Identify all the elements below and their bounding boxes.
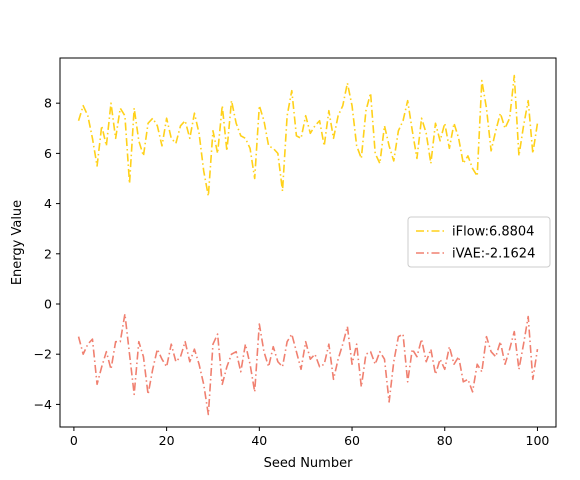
y-tick-label: −4	[34, 397, 52, 412]
x-tick-label: 60	[344, 433, 360, 448]
x-tick-label: 0	[70, 433, 78, 448]
y-axis: −4 −2 0 2 4 6 8	[34, 96, 60, 412]
plot-frame	[59, 57, 557, 428]
x-axis: 0 20 40 60 80 100	[70, 427, 550, 448]
x-tick-label: 40	[251, 433, 267, 448]
y-axis-label: Energy Value	[10, 200, 25, 285]
y-tick-label: 0	[44, 297, 52, 312]
x-axis-label: Seed Number	[264, 456, 354, 471]
legend: iFlow:6.8804 iVAE:-2.1624	[407, 216, 551, 268]
y-tick-label: −2	[34, 347, 52, 362]
legend-label-1: iFlow:6.8804	[452, 225, 534, 240]
legend-box	[407, 216, 551, 268]
y-tick-label: 4	[44, 196, 52, 211]
x-tick-label: 80	[437, 433, 453, 448]
x-tick-label: 100	[526, 433, 550, 448]
y-tick-label: 6	[44, 146, 52, 161]
x-tick-label: 20	[159, 433, 175, 448]
series-lines	[77, 74, 539, 416]
series-line-2	[77, 313, 539, 416]
y-tick-label: 8	[44, 96, 52, 111]
y-tick-label: 2	[44, 246, 52, 261]
series-line-1	[77, 74, 539, 197]
legend-label-2: iVAE:-2.1624	[452, 247, 535, 262]
